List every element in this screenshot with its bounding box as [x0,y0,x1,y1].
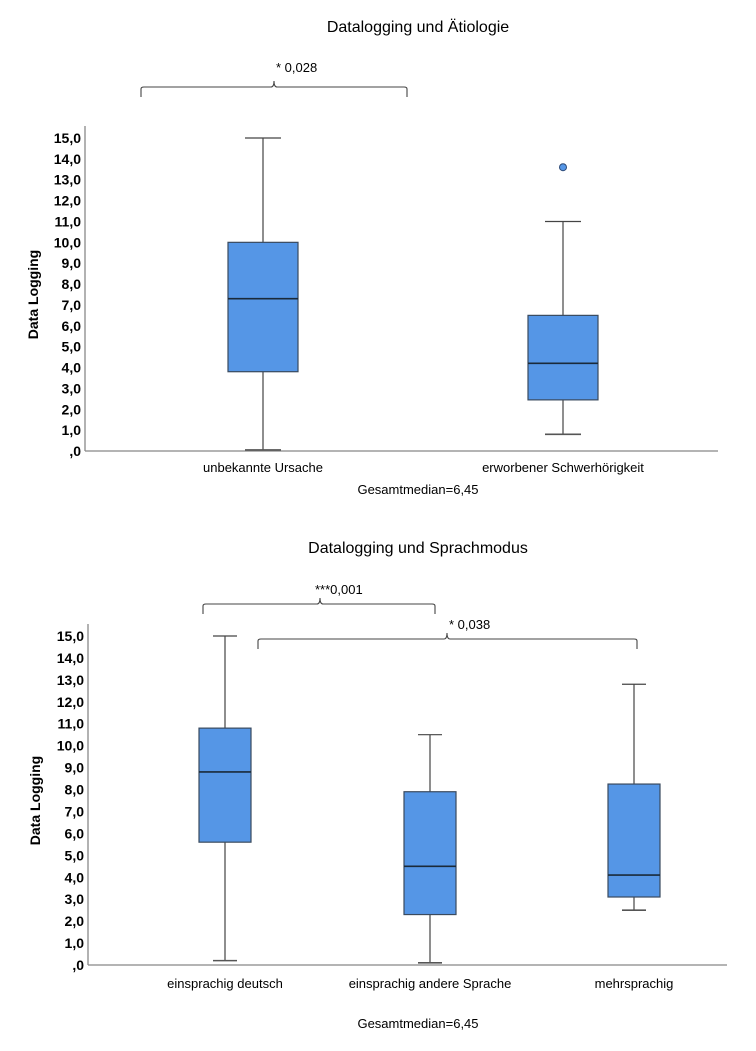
x-axis-label: Gesamtmedian=6,45 [357,482,478,497]
y-tick-label: 13,0 [57,672,84,688]
significance-label: ***0,001 [315,582,363,597]
y-tick-label: 4,0 [65,869,85,885]
y-tick-label: 9,0 [62,255,82,271]
y-tick-label: 11,0 [55,213,82,229]
iqr-box [403,791,457,916]
y-tick-label: 2,0 [65,913,85,929]
significance-label: * 0,038 [449,617,490,632]
y-axis-label: Data Logging [27,756,43,845]
significance-bracket: * 0,028 [140,60,408,97]
y-tick-label: 15,0 [54,130,81,146]
box-1 [227,137,299,451]
y-tick-label: 3,0 [65,891,85,907]
significance-bracket: ***0,001 [202,582,436,614]
y-tick-label: 12,0 [54,193,81,209]
y-tick-label: 11,0 [58,716,85,732]
y-tick-label: 10,0 [54,234,81,250]
y-tick-label: 14,0 [57,650,84,666]
x-axis-label: Gesamtmedian=6,45 [357,1016,478,1031]
box-2 [403,734,457,964]
bracket-line [202,597,436,614]
y-tick-label: 3,0 [62,380,82,396]
y-tick-label: 7,0 [65,803,85,819]
y-tick-label: 6,0 [65,825,85,841]
y-tick-label: 8,0 [65,782,85,798]
iqr-box [527,314,599,401]
y-tick-label: 14,0 [54,151,81,167]
bracket-line [257,632,638,649]
y-tick-label: 1,0 [65,935,85,951]
y-tick-label: ,0 [72,957,84,973]
significance-label: * 0,028 [276,60,317,75]
iqr-box [607,783,661,898]
significance-bracket: * 0,038 [257,617,638,649]
x-category-label: erworbener Schwerhörigkeit [482,460,644,475]
y-tick-label: 12,0 [57,694,84,710]
y-tick-label: 2,0 [62,401,82,417]
outlier-point [559,163,567,172]
chart-title: Datalogging und Sprachmodus [308,540,528,557]
y-tick-label: 10,0 [57,738,84,754]
y-tick-label: 1,0 [62,422,82,438]
y-tick-label: 8,0 [62,276,82,292]
x-category-label: mehrsprachig [595,976,674,991]
x-category-label: einsprachig deutsch [167,976,283,991]
y-tick-label: ,0 [69,443,81,459]
y-tick-label: 7,0 [62,297,82,313]
box-3 [607,683,661,911]
iqr-box [227,241,299,373]
y-tick-label: 15,0 [57,628,84,644]
chart-title: Datalogging und Ätiologie [327,18,509,36]
y-tick-label: 13,0 [54,172,81,188]
y-tick-label: 5,0 [65,847,85,863]
chart-2: Datalogging und Sprachmodus ,0 1,0 2,0 3,0 4,… [27,540,727,1031]
y-tick-label: 6,0 [62,318,82,334]
y-tick-label: 9,0 [65,760,85,776]
box-1 [198,635,252,962]
chart-1: Datalogging und Ätiologie ,0 1,0 2,0 3,0 4,0 5… [25,18,718,497]
iqr-box [198,727,252,843]
y-tick-label: 5,0 [62,339,82,355]
x-category-label: unbekannte Ursache [203,460,323,475]
x-category-label: einsprachig andere Sprache [349,976,512,991]
y-tick-label: 4,0 [62,360,82,376]
bracket-line [140,80,408,97]
box-2 [527,163,599,436]
y-axis-label: Data Logging [25,250,41,339]
